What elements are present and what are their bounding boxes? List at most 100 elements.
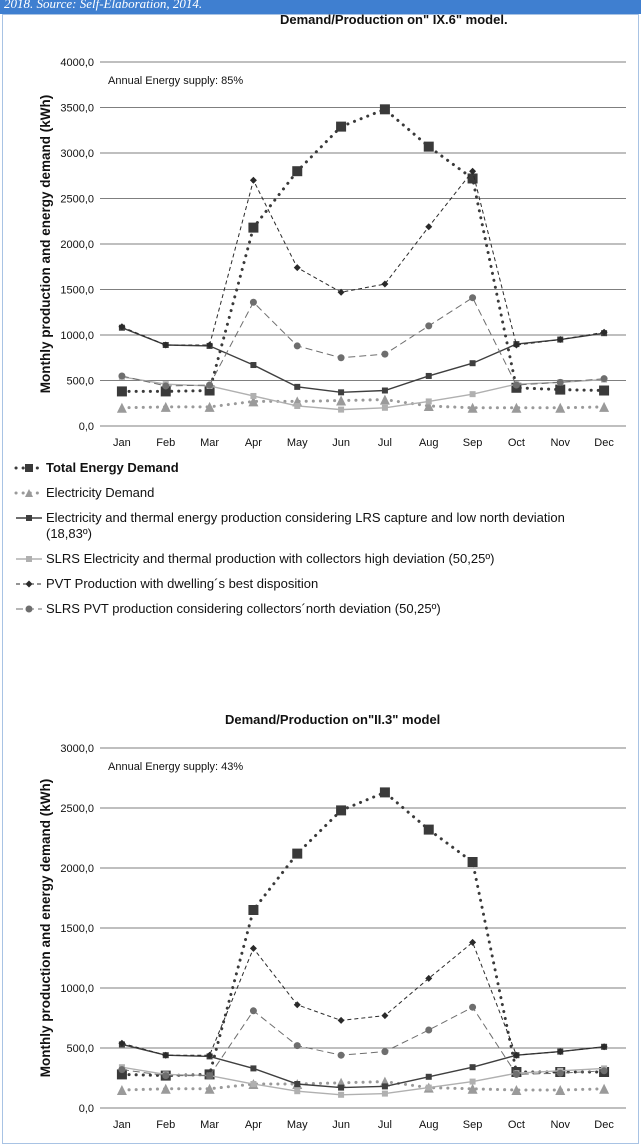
x-tick-label: Nov: [550, 1119, 570, 1131]
x-tick-label: May: [287, 437, 308, 449]
y-tick-label: 3000,0: [60, 743, 94, 755]
data-point: [294, 1088, 301, 1095]
data-point: [600, 1067, 608, 1075]
x-tick-label: Mar: [200, 1119, 219, 1131]
y-tick-label: 500,0: [66, 1043, 94, 1055]
chart-2-title: Demand/Production on"II.3" model: [225, 712, 441, 727]
data-point: [250, 392, 257, 399]
legend-label: Electricity and thermal energy productio…: [46, 510, 565, 541]
data-point: [162, 1072, 170, 1080]
data-point: [511, 402, 522, 413]
series-2: [116, 394, 610, 413]
x-tick-label: Oct: [508, 437, 525, 449]
series-1: [116, 787, 610, 1081]
x-tick-label: Mar: [200, 437, 219, 449]
series-line: [120, 398, 606, 410]
data-point: [469, 1003, 477, 1011]
data-point: [381, 1083, 388, 1090]
data-point: [379, 394, 390, 405]
data-point: [249, 944, 257, 952]
data-point: [381, 1012, 389, 1020]
data-point: [467, 857, 478, 867]
data-point: [118, 1066, 126, 1074]
series-line: [120, 107, 606, 393]
data-point: [338, 1091, 345, 1098]
data-point: [293, 1042, 301, 1050]
data-point: [162, 341, 170, 349]
data-point: [336, 805, 347, 816]
x-tick-label: Jul: [378, 437, 392, 449]
data-point: [250, 362, 257, 369]
data-point: [469, 938, 477, 946]
data-point: [423, 824, 434, 835]
x-tick-label: Apr: [245, 1119, 262, 1131]
legend-label: PVT Production with dwelling´s best disp…: [46, 576, 319, 591]
data-point: [160, 401, 171, 412]
data-point: [294, 383, 301, 390]
data-point: [292, 848, 303, 859]
legend-item: Total Energy Demand: [14, 460, 614, 476]
data-point: [467, 402, 478, 413]
data-point: [467, 1083, 478, 1094]
data-point: [425, 322, 433, 330]
y-axis-title: Monthly production and energy demand (kW…: [38, 779, 53, 1078]
data-point: [556, 378, 564, 386]
legend-item: SLRS PVT production considering collecto…: [14, 601, 614, 617]
x-tick-label: Dec: [594, 1119, 614, 1131]
data-point: [248, 222, 259, 233]
y-tick-label: 1000,0: [60, 983, 94, 995]
data-point: [423, 141, 434, 152]
data-point: [425, 398, 432, 405]
y-tick-label: 3000,0: [60, 148, 94, 160]
data-point: [118, 1039, 126, 1047]
legend-symbol: [14, 464, 44, 472]
legend-symbol: [16, 605, 42, 613]
x-tick-label: Nov: [550, 437, 570, 449]
data-point: [555, 384, 566, 395]
y-tick-label: 4000,0: [60, 57, 94, 69]
legend-marker: [25, 605, 33, 613]
data-point: [469, 1078, 476, 1085]
data-point: [118, 323, 126, 331]
data-point: [292, 166, 303, 177]
chart-1-title: Demand/Production on" IX.6" model.: [280, 12, 508, 27]
data-point: [423, 400, 434, 411]
data-point: [249, 298, 257, 306]
data-point: [204, 1083, 215, 1094]
data-point: [381, 280, 389, 288]
series-1: [116, 104, 610, 397]
data-point: [467, 173, 478, 184]
data-point: [206, 381, 214, 389]
data-point: [204, 385, 215, 396]
data-point: [469, 391, 476, 398]
x-tick-label: May: [287, 1119, 308, 1131]
data-point: [556, 1069, 564, 1077]
data-point: [379, 104, 390, 115]
data-point: [425, 974, 433, 982]
legend-marker: [26, 515, 32, 521]
data-point: [425, 1073, 432, 1080]
data-point: [556, 336, 564, 344]
legend-symbol: [16, 515, 42, 521]
data-point: [512, 381, 520, 389]
data-point: [381, 1048, 389, 1056]
series-6: [118, 294, 608, 390]
x-tick-label: Feb: [156, 437, 175, 449]
series-6: [118, 1003, 608, 1080]
data-point: [248, 905, 259, 915]
data-point: [250, 1081, 257, 1087]
legend-item: SLRS Electricity and thermal production …: [14, 551, 614, 567]
series-line: [121, 941, 605, 1056]
y-axis-title: Monthly production and energy demand (kW…: [38, 95, 53, 394]
data-point: [469, 1064, 476, 1071]
data-point: [425, 223, 433, 231]
legend-label: Electricity Demand: [46, 485, 155, 500]
legend-item: Electricity Demand: [14, 485, 614, 501]
data-point: [294, 402, 301, 409]
legend-symbol: [16, 580, 42, 588]
legend-item: Electricity and thermal energy productio…: [14, 510, 614, 542]
legend-label: SLRS Electricity and thermal production …: [46, 551, 495, 566]
x-tick-label: Jan: [113, 1119, 131, 1131]
data-point: [600, 328, 608, 336]
data-point: [469, 294, 477, 302]
